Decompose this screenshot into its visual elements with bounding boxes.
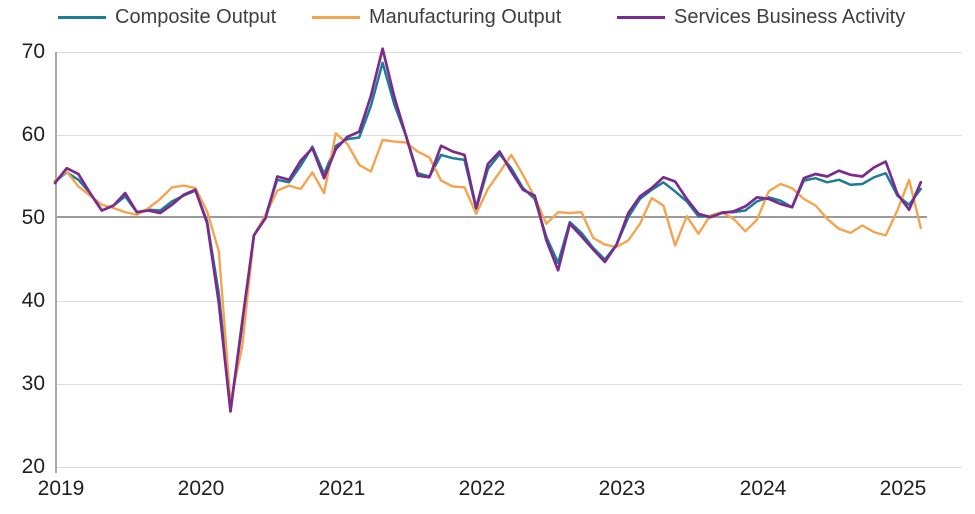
x-tick-label-2019: 2019 <box>37 477 85 500</box>
legend-label-manufacturing: Manufacturing Output <box>369 5 562 28</box>
y-tick-label-20: 20 <box>21 455 45 478</box>
gridline-60 <box>55 135 962 136</box>
gridline-30 <box>55 384 962 385</box>
x-tick-label-2024: 2024 <box>739 477 787 500</box>
legend-swatch-manufacturing <box>312 15 360 19</box>
series-line-services <box>53 47 923 413</box>
y-axis-line <box>55 52 57 473</box>
legend-item-composite: Composite Output <box>58 4 276 30</box>
series-line-manufacturing <box>53 132 922 404</box>
x-tick-label-2021: 2021 <box>318 477 366 500</box>
x-tick-label-2022: 2022 <box>458 477 506 500</box>
legend-label-services: Services Business Activity <box>674 5 906 28</box>
legend-item-manufacturing: Manufacturing Output <box>312 4 561 30</box>
x-tick-label-2025: 2025 <box>879 477 927 500</box>
y-tick-label-30: 30 <box>21 372 45 395</box>
gridline-70 <box>55 52 962 53</box>
x-tick-label-2023: 2023 <box>598 477 646 500</box>
reference-line-50 <box>55 216 927 218</box>
legend-swatch-services <box>617 15 665 19</box>
y-tick-label-70: 70 <box>21 40 45 63</box>
y-tick-label-60: 60 <box>21 123 45 146</box>
legend-swatch-composite <box>58 15 106 19</box>
gridline-40 <box>55 301 962 302</box>
y-tick-label-50: 50 <box>21 206 45 229</box>
x-tick-label-2020: 2020 <box>177 477 225 500</box>
y-tick-label-40: 40 <box>21 289 45 312</box>
legend-label-composite: Composite Output <box>115 5 277 28</box>
x-axis-line <box>55 467 962 468</box>
legend-item-services: Services Business Activity <box>617 4 905 30</box>
series-line-composite <box>53 61 923 411</box>
